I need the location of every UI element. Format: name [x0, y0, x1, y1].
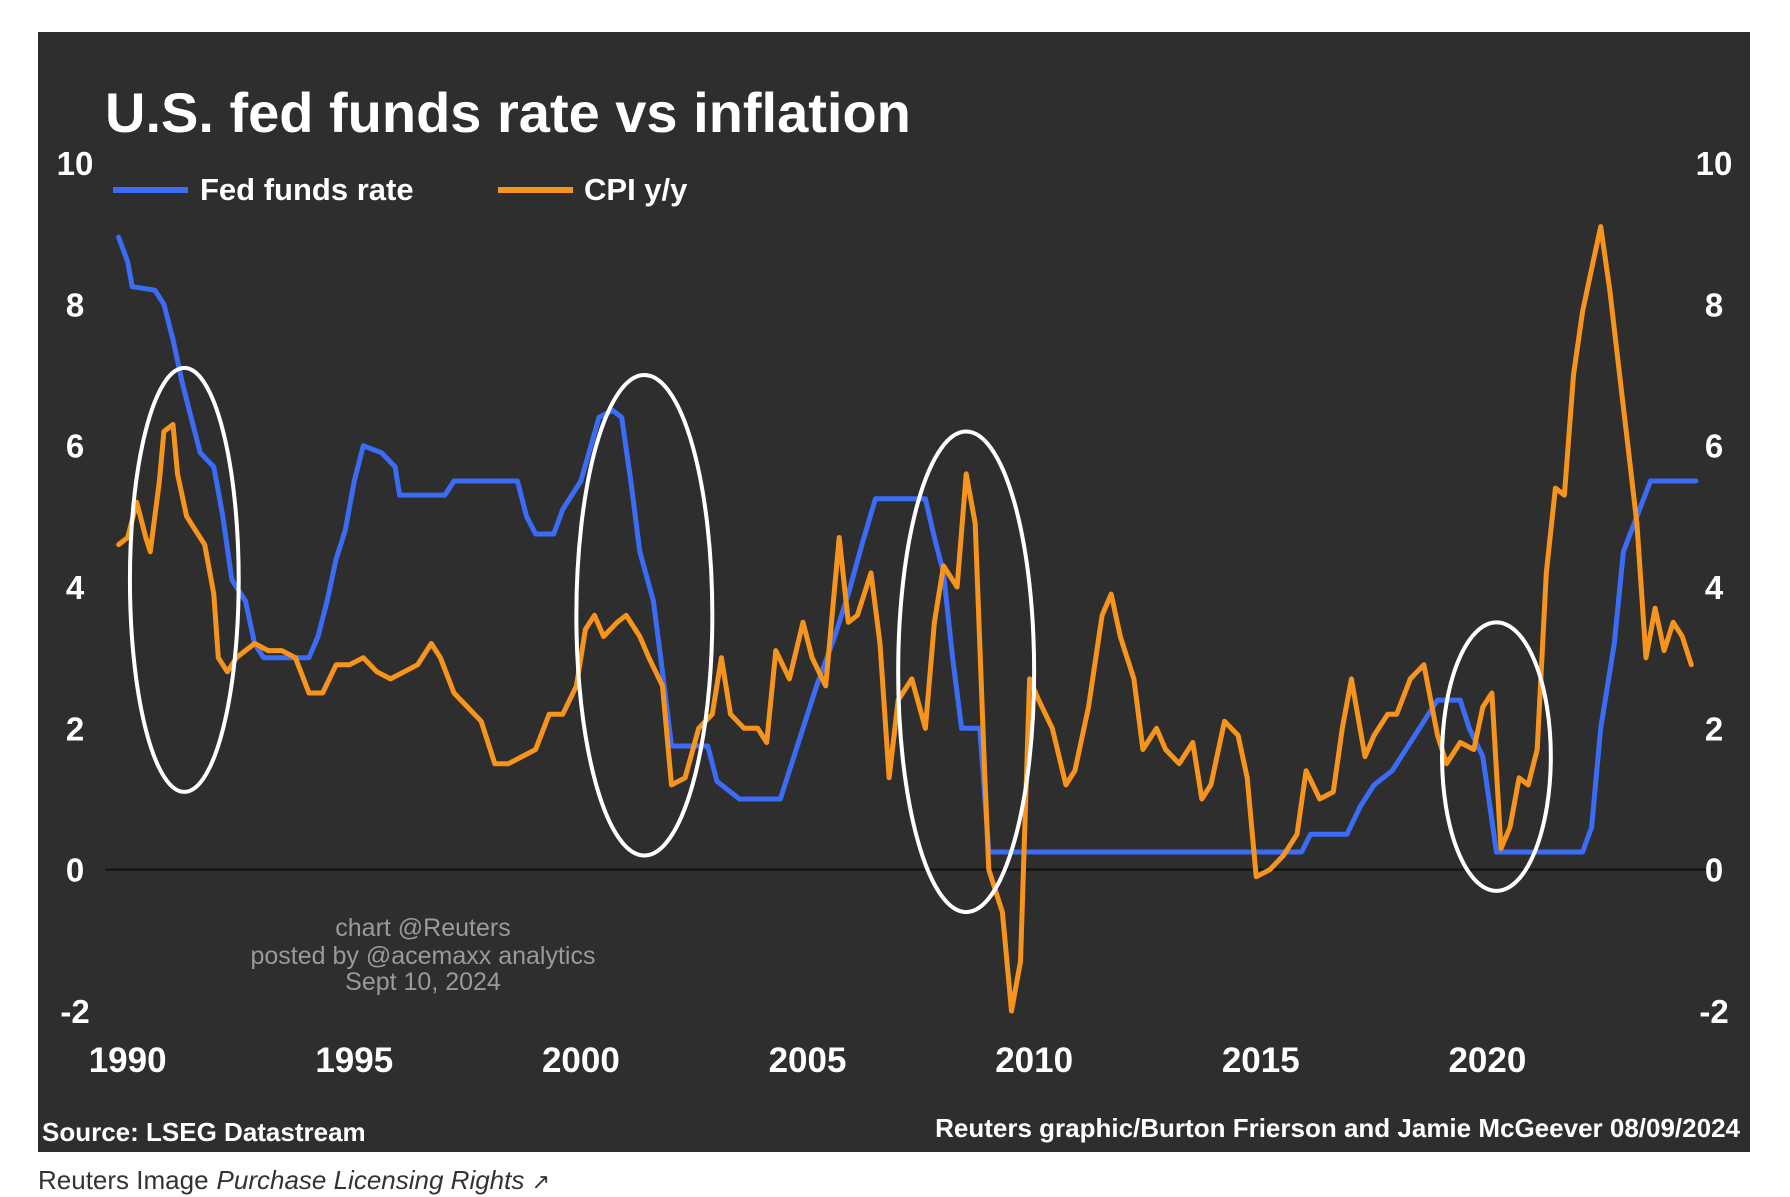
source-note: Source: LSEG Datastream — [42, 1117, 366, 1147]
chart-svg: U.S. fed funds rate vs inflation Fed fun… — [42, 81, 1741, 1147]
highlight-ellipse — [896, 429, 1037, 915]
highlight-ellipse — [1440, 620, 1553, 893]
watermark: chart @Reuters posted by @acemaxx analyt… — [251, 914, 596, 996]
caption-text: Reuters Image — [38, 1165, 209, 1195]
highlight-ellipse — [127, 365, 241, 794]
x-tick-label: 2015 — [1222, 1041, 1300, 1080]
chart-title: U.S. fed funds rate vs inflation — [105, 81, 911, 144]
y-tick-label-left: 6 — [66, 428, 84, 465]
x-tick-label: 2005 — [769, 1041, 847, 1080]
external-link-icon[interactable]: ↗ — [531, 1169, 551, 1194]
y-tick-label-left: 4 — [66, 569, 85, 606]
credit-note: Reuters graphic/Burton Frierson and Jami… — [935, 1113, 1740, 1143]
image-caption: Reuters Image Purchase Licensing Rights ↗ — [38, 1165, 550, 1197]
series-line-cpi — [116, 224, 1694, 1014]
x-tick-label: 1995 — [315, 1041, 393, 1080]
x-tick-label: 1990 — [89, 1041, 167, 1080]
y-tick-label-right: -2 — [1699, 993, 1728, 1030]
y-tick-label-right: 8 — [1705, 286, 1723, 323]
legend: Fed funds rate CPI y/y — [113, 172, 688, 207]
y-tick-label-right: 6 — [1705, 428, 1723, 465]
licensing-link[interactable]: Purchase Licensing Rights — [216, 1165, 525, 1195]
annotation-layer — [127, 365, 1553, 915]
x-tick-label: 2010 — [995, 1041, 1073, 1080]
y-tick-label-right: 0 — [1705, 852, 1723, 889]
y-tick-label-left: 10 — [57, 145, 94, 182]
legend-label-cpi: CPI y/y — [584, 172, 688, 207]
y-tick-label-left: 0 — [66, 852, 84, 889]
watermark-line-3: Sept 10, 2024 — [345, 968, 501, 996]
x-tick-label: 2020 — [1448, 1041, 1526, 1080]
y-tick-label-left: -2 — [60, 993, 89, 1030]
y-tick-label-left: 8 — [66, 286, 84, 323]
watermark-line-1: chart @Reuters — [335, 914, 510, 942]
y-tick-label-right: 10 — [1696, 145, 1733, 182]
x-tick-label: 2000 — [542, 1041, 620, 1080]
series-layer — [116, 224, 1699, 1014]
y-tick-label-right: 2 — [1705, 710, 1723, 747]
highlight-ellipse — [574, 373, 715, 858]
legend-label-fed: Fed funds rate — [200, 172, 414, 207]
chart-panel: U.S. fed funds rate vs inflation Fed fun… — [38, 32, 1750, 1152]
y-tick-label-left: 2 — [66, 710, 84, 747]
y-tick-label-right: 4 — [1705, 569, 1724, 606]
watermark-line-2: posted by @acemaxx analytics — [251, 942, 596, 970]
